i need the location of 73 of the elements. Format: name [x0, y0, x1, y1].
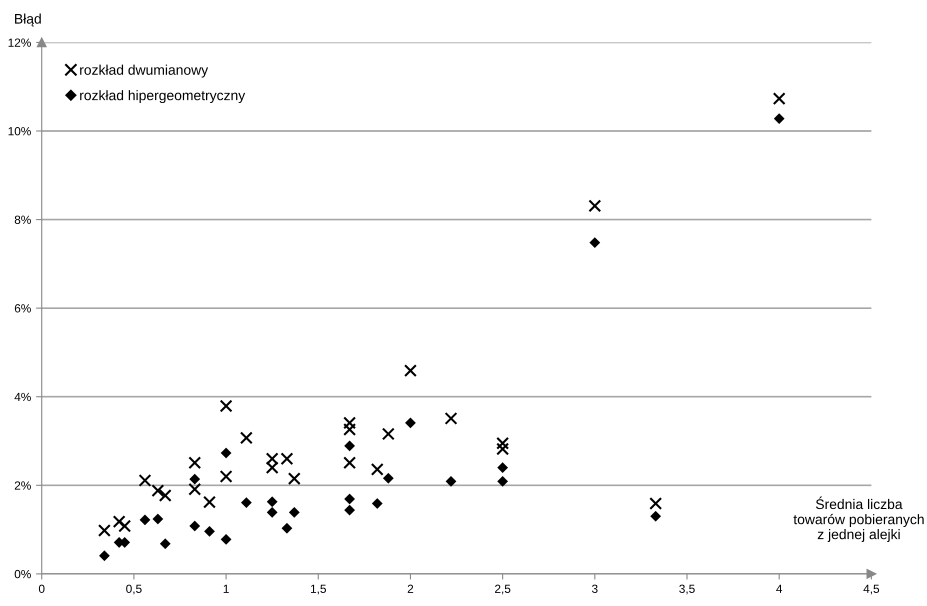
legend-label: rozkład hipergeometryczny	[80, 90, 246, 104]
point	[98, 524, 111, 537]
point	[220, 470, 233, 483]
point	[588, 199, 602, 212]
point	[288, 506, 300, 518]
y-tick-label: 6%	[14, 304, 31, 313]
legend-label: rozkład dwumianowy	[80, 64, 208, 78]
point	[266, 461, 279, 474]
point	[497, 476, 508, 487]
point	[240, 497, 252, 508]
point	[344, 440, 355, 452]
x-tick-label: 1,5	[310, 584, 326, 594]
point	[444, 412, 458, 425]
point	[288, 472, 301, 486]
y-tick-label: 2%	[14, 481, 31, 490]
point	[344, 494, 355, 504]
x-tick-label: 2,5	[495, 584, 510, 594]
y-tick-label: 12%	[8, 38, 31, 47]
point	[772, 92, 786, 106]
x-tick-label: 1	[224, 584, 229, 593]
point	[151, 484, 164, 498]
point	[774, 113, 785, 124]
point	[158, 489, 172, 502]
point	[343, 423, 356, 436]
point	[204, 526, 215, 537]
point	[382, 472, 394, 484]
point	[112, 515, 126, 528]
point	[496, 436, 510, 450]
point	[497, 462, 508, 473]
point	[188, 482, 202, 496]
x-tick-label: 3,5	[679, 584, 695, 594]
point	[589, 237, 600, 248]
point	[344, 504, 355, 516]
point	[118, 520, 132, 532]
point	[140, 514, 150, 526]
x-tick-label: 3	[592, 584, 598, 593]
point	[446, 476, 456, 487]
point	[188, 456, 202, 470]
point	[220, 448, 232, 458]
x-tick-label: 0	[38, 584, 45, 593]
point	[220, 400, 233, 412]
point	[99, 550, 110, 562]
point	[160, 538, 171, 550]
point	[343, 456, 356, 470]
point	[370, 462, 384, 476]
point	[405, 417, 416, 428]
x-tick-label: 2	[408, 584, 414, 593]
point	[266, 496, 278, 508]
point	[138, 474, 152, 487]
y-tick-label: 4%	[14, 392, 31, 402]
y-tick-label: 10%	[8, 127, 31, 136]
point	[220, 534, 232, 545]
point	[266, 506, 278, 518]
point	[372, 498, 383, 509]
point	[189, 474, 200, 484]
point	[203, 496, 216, 509]
point	[343, 416, 356, 430]
point	[282, 522, 292, 534]
x-tick-label: 4,5	[863, 584, 880, 594]
x-axis-title: Średnia liczba towarów pobieranych z jednej alejki	[794, 496, 924, 542]
y-tick-label: 8%	[14, 216, 31, 224]
point	[240, 431, 253, 444]
point	[496, 442, 510, 456]
x-tick-label: 0,5	[126, 584, 142, 594]
y-tick-label: 0%	[14, 570, 31, 578]
point	[382, 428, 395, 440]
y-axis-title: Błąd	[15, 14, 41, 26]
point	[404, 364, 417, 378]
point	[650, 510, 662, 522]
point	[649, 497, 662, 510]
x-tick-label: 4	[776, 584, 782, 593]
point	[189, 520, 200, 532]
point	[152, 514, 164, 524]
